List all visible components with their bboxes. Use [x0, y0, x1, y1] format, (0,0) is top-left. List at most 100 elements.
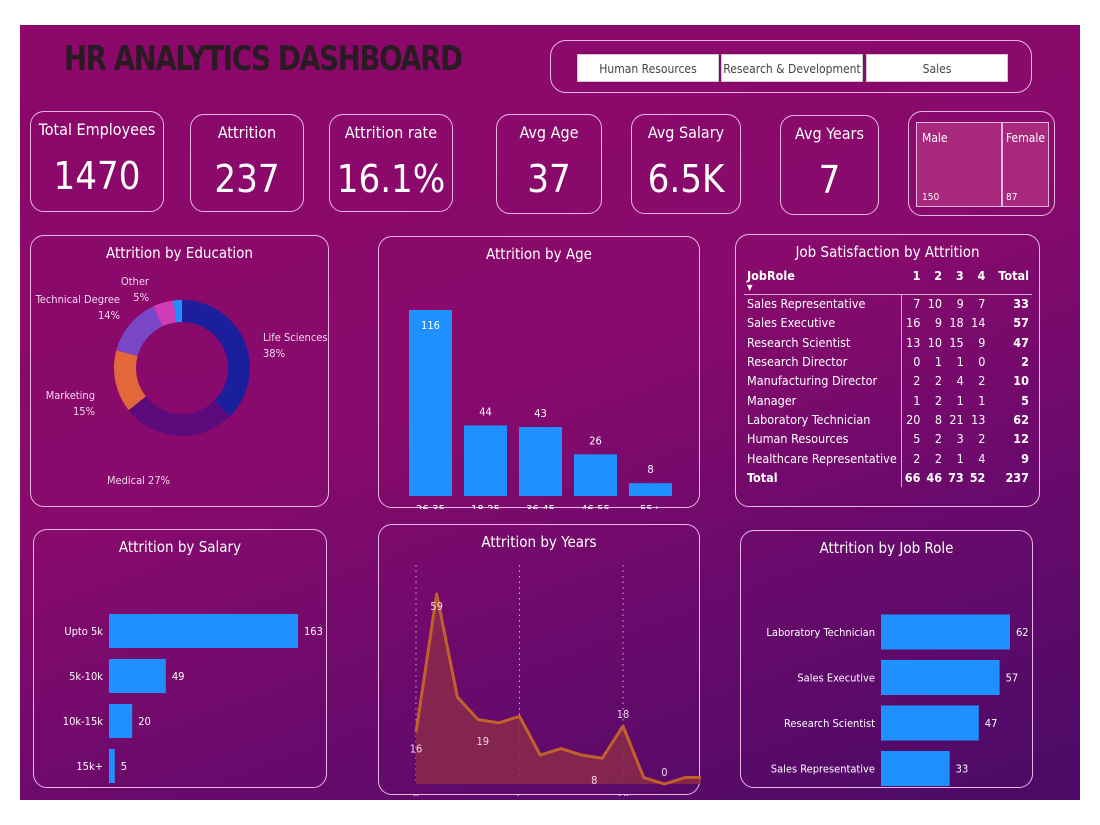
kpi-attrition: Attrition 237	[190, 114, 304, 212]
column-header[interactable]: 1	[901, 268, 924, 295]
kpi-avg-years: Avg Years 7	[780, 115, 879, 215]
donut-label: Marketing 15%	[46, 389, 95, 418]
table-cell: 0	[913, 354, 921, 370]
table-cell: Manufacturing Director	[744, 371, 902, 391]
hbar	[881, 660, 1000, 695]
table-cell: 7	[913, 296, 921, 312]
kpi-value: 6.5K	[647, 157, 725, 201]
table-total-cell: 237	[1005, 469, 1029, 485]
donut-slice	[116, 306, 163, 356]
category-label: 5k-10k	[69, 670, 103, 683]
age-data-label: 43	[534, 407, 547, 420]
table-total-row: Total 66 46 73 52 237	[744, 467, 1032, 487]
department-slicer: Human Resources Research & Development S…	[550, 40, 1032, 93]
table-cell: 33	[1013, 296, 1029, 312]
education-donut-chart: Life Sciences 38% Marketing 15% Technical De…	[35, 275, 328, 487]
column-header[interactable]: JobRole ▼	[744, 268, 902, 295]
donut-label: Life Sciences 38%	[263, 331, 328, 360]
age-bar	[629, 483, 672, 496]
column-header[interactable]: 2	[923, 268, 946, 295]
kpi-label: Attrition	[217, 123, 277, 142]
kpi-value: 7	[818, 158, 841, 202]
table-cell: 13	[906, 334, 921, 350]
panel-attrition-by-education: Attrition by Education Life Sciences 38% M…	[30, 235, 329, 507]
x-tick-label: 5	[516, 792, 522, 796]
table-cell: 9	[1021, 450, 1029, 466]
column-header[interactable]: Total	[988, 268, 1032, 295]
donut-label: Medical 27%	[107, 474, 170, 487]
sort-down-icon[interactable]: ▼	[747, 283, 753, 292]
table-header-row: JobRole ▼ 1 2 3 4 Total	[744, 268, 1032, 295]
slicer-sales[interactable]: Sales	[866, 54, 1008, 82]
table-cell: 47	[1013, 334, 1029, 350]
table-cell: 0	[978, 354, 986, 370]
data-label: 0	[661, 766, 667, 779]
kpi-label: Total Employees	[38, 120, 156, 139]
data-label: 8	[591, 774, 597, 787]
age-tick-label: 36-45	[526, 503, 555, 509]
category-label: Research Scientist	[784, 717, 875, 730]
category-label: Upto 5k	[64, 625, 103, 638]
donut-slice	[153, 300, 177, 327]
table-cell: 9	[978, 334, 986, 350]
kpi-avg-salary: Avg Salary 6.5K	[631, 114, 741, 214]
column-header[interactable]: 3	[945, 268, 967, 295]
treemap-female[interactable]: Female 87	[1002, 122, 1049, 207]
area-line	[414, 592, 701, 786]
age-tick-label: 18-25	[471, 503, 500, 509]
table-cell: 2	[913, 450, 921, 466]
female-label: Female	[1006, 131, 1045, 145]
age-bar-chart: 116 26-35 44 18-25 43 36-45 26 46-55 8 55+	[409, 310, 672, 509]
panel-title: Attrition by Salary	[118, 538, 242, 556]
table-cell: 2	[913, 373, 921, 389]
hbar	[109, 749, 115, 783]
table-cell: 21	[949, 411, 964, 427]
hbar	[109, 704, 133, 738]
table-cell: 8	[934, 411, 943, 427]
kpi-value: 16.1%	[336, 157, 446, 201]
table-cell: 9	[934, 315, 943, 331]
donut-slice	[128, 396, 230, 436]
data-label: 47	[985, 717, 998, 730]
table-cell: 2	[978, 373, 986, 389]
panel-title: Attrition by Age	[486, 245, 592, 263]
table-cell: 1	[913, 392, 921, 408]
gender-treemap: Male 150 Female 87	[908, 111, 1055, 216]
table-row: Research Scientist 13 10 15 9 47	[744, 332, 1032, 352]
slicer-research-development[interactable]: Research & Development	[721, 54, 863, 82]
kpi-value: 1470	[53, 154, 141, 198]
kpi-value: 37	[527, 157, 571, 201]
table-cell: 2	[934, 431, 943, 447]
table-total-cell: 73	[948, 469, 964, 485]
table-cell: 2	[934, 392, 943, 408]
table-cell: 1	[956, 450, 964, 466]
treemap-male[interactable]: Male 150	[916, 122, 1002, 207]
area-fill	[416, 594, 701, 784]
table-cell: 1	[934, 354, 943, 370]
table-cell: 1	[956, 392, 964, 408]
category-label: Sales Executive	[797, 672, 875, 685]
data-label: 59	[430, 600, 443, 613]
page-title: HR ANALYTICS DASHBOARD	[64, 39, 463, 79]
table-cell: Research Director	[744, 351, 902, 372]
panel-title: Attrition by Job Role	[819, 539, 954, 557]
table-total-cell: 52	[969, 469, 986, 485]
years-area-chart: 051016591981802	[410, 565, 701, 796]
table-cell: 2	[934, 373, 943, 389]
table-row: Sales Representative 7 10 9 7 33	[744, 294, 1032, 314]
table-total-cell: Total	[744, 467, 902, 487]
table-row: Human Resources 5 2 3 2 12	[744, 429, 1032, 449]
panel-job-satisfaction: Job Satisfaction by Attrition JobRole ▼ 1 2…	[735, 234, 1040, 507]
table-cell: 4	[978, 450, 986, 466]
panel-title: Job Satisfaction by Attrition	[795, 243, 980, 261]
data-label: 62	[1016, 626, 1029, 639]
table-cell: 12	[1013, 431, 1029, 447]
table-cell: 10	[927, 296, 943, 312]
slicer-human-resources[interactable]: Human Resources	[577, 54, 719, 82]
data-label: 18	[617, 708, 630, 721]
age-tick-label: 46-55	[581, 503, 610, 509]
data-label: 19	[477, 735, 490, 748]
panel-attrition-by-job-role: Attrition by Job Role Laboratory Technic…	[740, 530, 1033, 788]
data-label: 49	[172, 670, 185, 683]
column-header[interactable]: 4	[966, 268, 989, 295]
